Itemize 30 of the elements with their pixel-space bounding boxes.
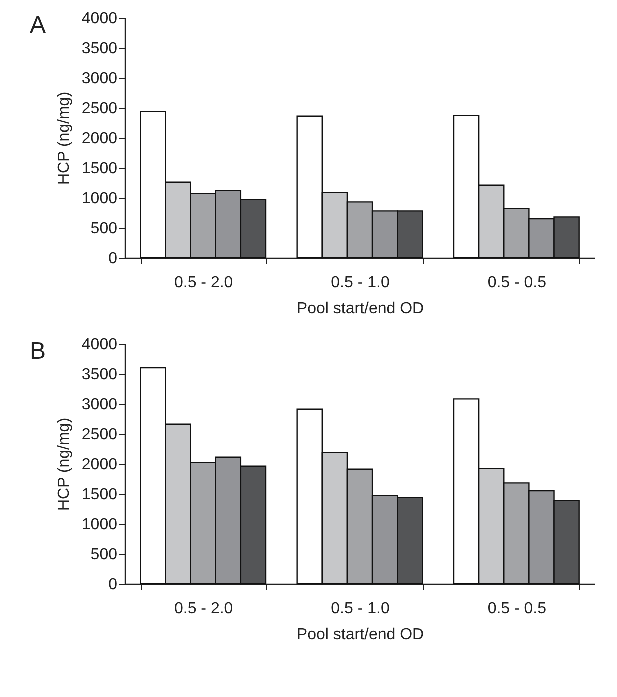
x-tick-label: 0.5 - 2.0 bbox=[174, 600, 234, 618]
y-tick-label: 3500 bbox=[82, 366, 118, 384]
chart-title: B bbox=[30, 338, 46, 365]
x-tick-label: 0.5 - 1.0 bbox=[331, 600, 390, 618]
y-tick-label: 1500 bbox=[82, 160, 118, 178]
y-tick-label: 1000 bbox=[82, 516, 118, 534]
y-tick-label: 0 bbox=[108, 576, 118, 594]
y-tick-label: 0 bbox=[108, 250, 118, 268]
y-tick-label: 4000 bbox=[82, 10, 118, 28]
x-tick-label: 0.5 - 2.0 bbox=[174, 274, 234, 292]
y-tick-label: 3000 bbox=[82, 70, 118, 88]
y-tick-label: 500 bbox=[90, 220, 118, 238]
y-tick-label: 1000 bbox=[82, 190, 118, 208]
x-axis-title: Pool start/end OD bbox=[296, 300, 424, 318]
x-tick-label: 0.5 - 0.5 bbox=[488, 274, 547, 292]
y-tick-label: 500 bbox=[90, 546, 118, 564]
y-tick-label: 1500 bbox=[82, 486, 118, 504]
y-tick-label: 3500 bbox=[82, 40, 118, 58]
y-axis-title: HCP (ng/mg) bbox=[56, 418, 73, 512]
y-tick-label: 3000 bbox=[82, 396, 118, 414]
y-tick-label: 2000 bbox=[82, 456, 118, 474]
chart-title: A bbox=[30, 12, 46, 39]
y-tick-label: 2500 bbox=[82, 100, 118, 118]
y-tick-label: 2000 bbox=[82, 130, 118, 148]
x-axis-title: Pool start/end OD bbox=[296, 626, 424, 644]
x-tick-label: 0.5 - 1.0 bbox=[331, 274, 390, 292]
x-tick-label: 0.5 - 0.5 bbox=[488, 600, 547, 618]
y-tick-label: 2500 bbox=[82, 426, 118, 444]
y-tick-label: 4000 bbox=[82, 336, 118, 354]
y-axis-title: HCP (ng/mg) bbox=[56, 92, 73, 186]
